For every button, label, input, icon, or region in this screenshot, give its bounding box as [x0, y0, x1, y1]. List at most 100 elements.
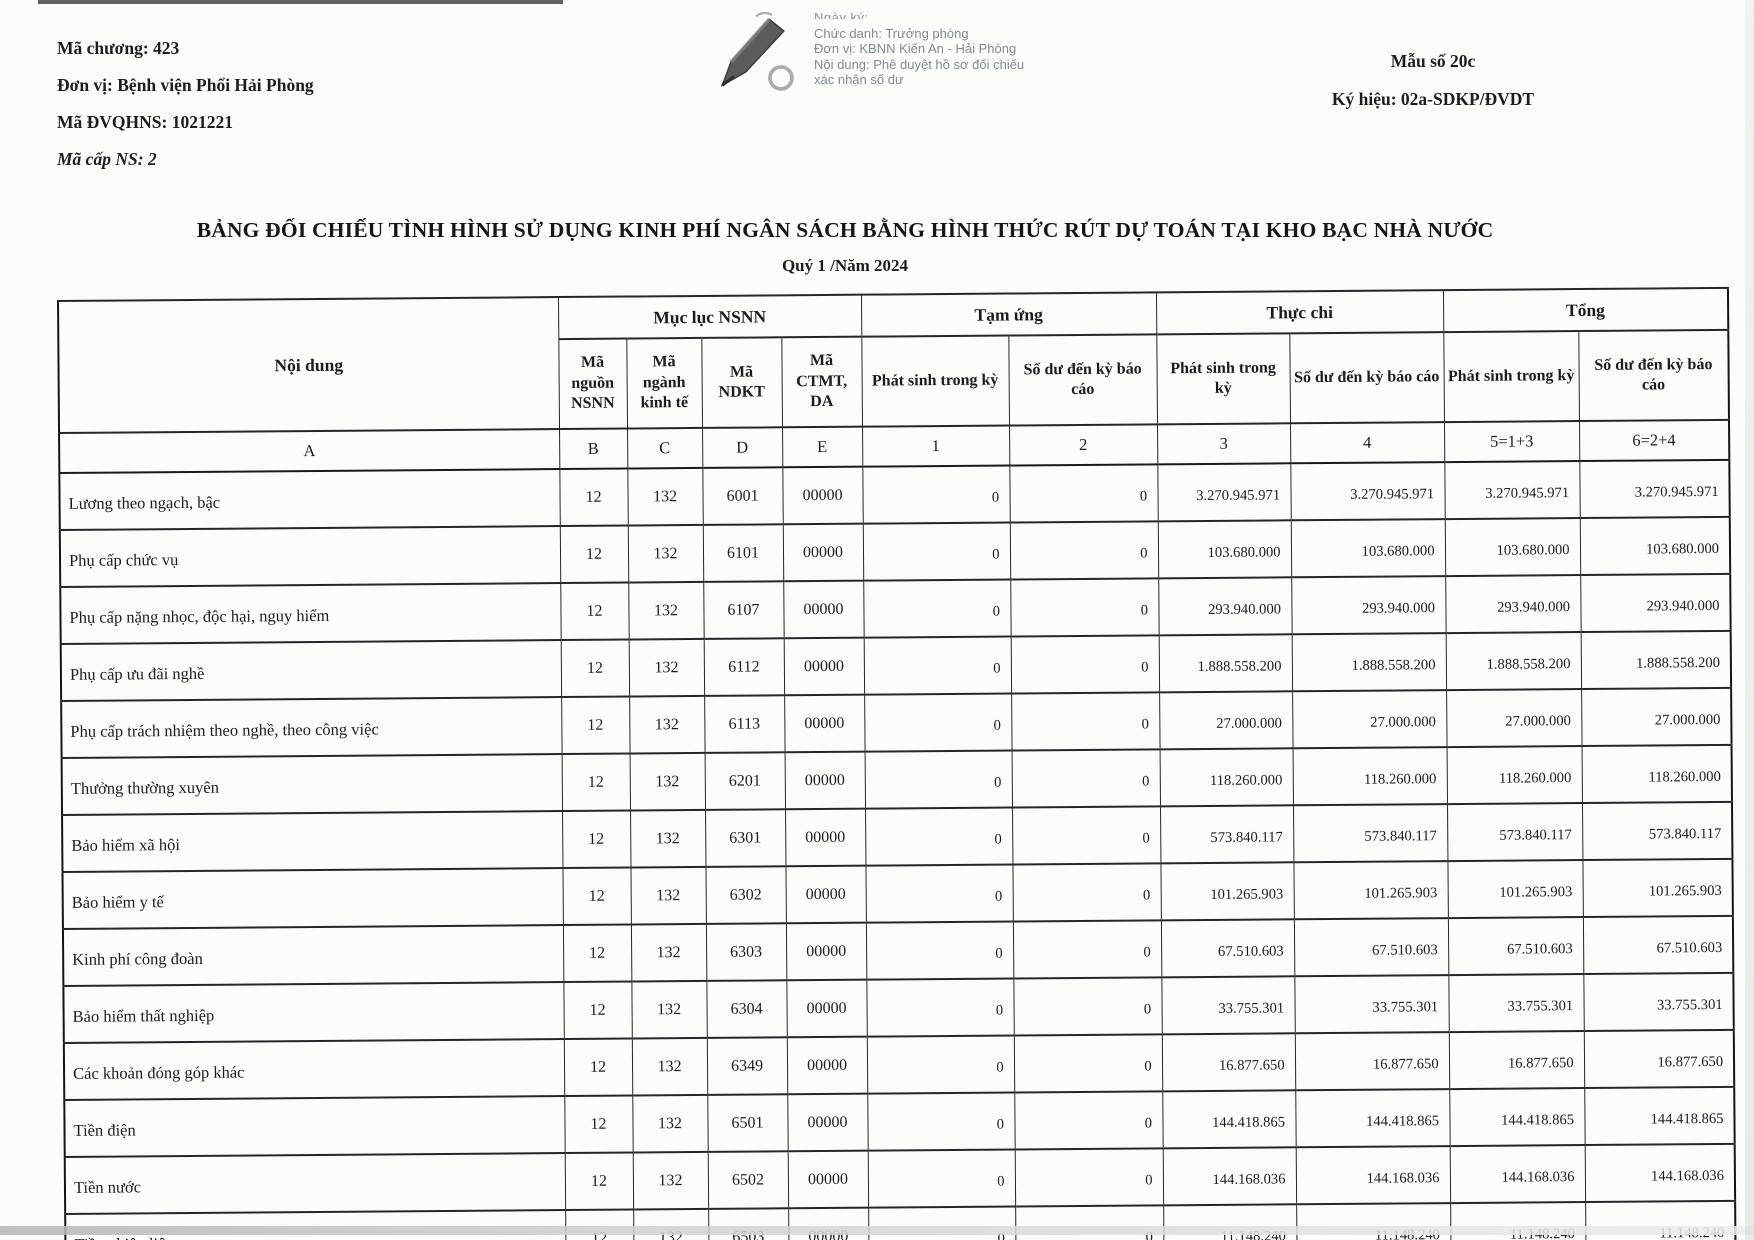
row-code-cell: 132	[632, 1151, 709, 1210]
row-amount-cell: 144.168.036	[1162, 1147, 1297, 1206]
row-amount-cell: 101.265.903	[1160, 862, 1294, 921]
row-content-cell: Phụ cấp trách nhiệm theo nghề, theo công…	[61, 697, 562, 758]
row-amount-cell: 67.510.603	[1160, 919, 1295, 978]
letter-cell: 3	[1157, 423, 1291, 465]
row-code-cell: 6107	[703, 581, 784, 639]
digital-signature-stamp: Ngày ký: .............................. …	[712, 8, 1132, 98]
row-amount-cell: 118.260.000	[1292, 747, 1448, 806]
row-amount-cell: 0	[865, 864, 1013, 923]
document-title: BẢNG ĐỐI CHIẾU TÌNH HÌNH SỬ DỤNG KINH PH…	[196, 218, 1494, 242]
row-amount-cell: 573.840.117	[1582, 801, 1733, 861]
row-code-cell: 132	[630, 923, 707, 982]
row-code-cell: 00000	[782, 466, 863, 525]
letter-cell: E	[782, 426, 863, 468]
row-amount-cell: 0	[867, 1092, 1015, 1151]
row-code-cell: 00000	[785, 922, 867, 981]
row-amount-cell: 0	[866, 1035, 1015, 1094]
row-amount-cell: 0	[1009, 464, 1158, 523]
row-amount-cell: 293.940.000	[1580, 573, 1731, 633]
row-code-cell: 132	[631, 980, 707, 1039]
row-amount-cell: 144.418.865	[1584, 1086, 1735, 1146]
row-code-cell: 12	[564, 1095, 633, 1154]
header-ma-nguon: Mã nguồn NSNN	[558, 338, 628, 430]
header-content: Nội dung	[58, 297, 560, 433]
row-code-cell: 00000	[785, 808, 866, 867]
row-amount-cell: 3.270.945.971	[1579, 459, 1730, 519]
budget-relation-code-line: Mã ĐVQHNS: 1021221	[57, 112, 233, 132]
row-code-cell: 00000	[783, 637, 865, 696]
row-amount-cell: 0	[1010, 578, 1159, 637]
row-code-cell: 12	[561, 696, 630, 755]
row-amount-cell: 103.680.000	[1157, 520, 1292, 579]
row-amount-cell: 0	[1012, 806, 1161, 865]
row-amount-cell: 0	[1012, 863, 1161, 922]
header-group-tamung: Tạm ứng	[861, 292, 1157, 337]
letter-cell: C	[627, 427, 703, 469]
letter-cell: 5=1+3	[1444, 421, 1580, 463]
row-amount-cell: 573.840.117	[1447, 803, 1583, 862]
stamp-content-line: Nội dung: Phê duyệt hồ sơ đối chiếu xác …	[814, 56, 1025, 88]
row-code-cell: 00000	[785, 865, 866, 924]
row-amount-cell: 144.418.865	[1449, 1088, 1585, 1147]
row-amount-cell: 0	[863, 579, 1011, 638]
row-content-cell: Lương theo ngạch, bậc	[59, 469, 560, 530]
row-code-cell: 6301	[705, 809, 786, 867]
row-amount-cell: 0	[864, 750, 1013, 809]
row-code-cell: 12	[560, 582, 629, 641]
row-code-cell: 00000	[783, 580, 864, 639]
row-code-cell: 132	[630, 866, 706, 925]
row-amount-cell: 67.510.603	[1447, 917, 1584, 976]
row-code-cell: 132	[630, 809, 706, 868]
row-amount-cell: 33.755.301	[1161, 976, 1295, 1035]
header-sodu-2: Số dư đến kỳ báo cáo	[1008, 334, 1158, 426]
row-code-cell: 6001	[702, 467, 783, 525]
row-content-cell: Thưởng thường xuyên	[61, 754, 563, 815]
row-code-cell: 12	[562, 924, 632, 983]
row-amount-cell: 101.265.903	[1447, 860, 1583, 919]
row-code-cell: 00000	[786, 979, 867, 1038]
row-amount-cell: 101.265.903	[1293, 861, 1448, 920]
row-amount-cell: 293.940.000	[1291, 576, 1446, 635]
chapter-code-line: Mã chương: 423	[57, 38, 180, 58]
row-amount-cell: 0	[1014, 1148, 1164, 1207]
row-amount-cell: 0	[1013, 977, 1162, 1036]
row-content-cell: Tiền nước	[64, 1153, 566, 1214]
row-amount-cell: 16.877.650	[1294, 1032, 1450, 1091]
reconciliation-table: Nội dung Mục lục NSNN Tạm ứng Thực chi T…	[57, 286, 1738, 1240]
row-amount-cell: 0	[864, 693, 1012, 752]
row-content-cell: Bảo hiểm y tế	[62, 868, 563, 929]
row-code-cell: 6349	[706, 1037, 788, 1095]
row-code-cell: 132	[629, 752, 706, 811]
row-code-cell: 00000	[786, 1036, 868, 1095]
header-phatsinh-1: Phát sinh trong kỳ	[861, 335, 1010, 427]
row-code-cell: 132	[633, 1208, 709, 1240]
document-subtitle: Quý 1 /Năm 2024	[781, 256, 909, 275]
row-amount-cell: 0	[1011, 692, 1160, 751]
row-amount-cell: 144.168.036	[1584, 1143, 1736, 1203]
row-code-cell: 6503	[708, 1208, 789, 1240]
row-content-cell: Bảo hiểm xã hội	[62, 811, 563, 872]
row-amount-cell: 33.755.301	[1294, 975, 1449, 1034]
row-amount-cell: 0	[866, 978, 1014, 1037]
row-amount-cell: 118.260.000	[1581, 744, 1733, 804]
row-code-cell: 00000	[787, 1150, 869, 1209]
row-amount-cell: 144.418.865	[1162, 1090, 1296, 1149]
row-amount-cell: 0	[1011, 749, 1161, 808]
row-code-cell: 12	[559, 468, 628, 527]
row-amount-cell: 27.000.000	[1446, 689, 1582, 748]
row-amount-cell: 0	[865, 921, 1014, 980]
row-amount-cell: 103.680.000	[1290, 519, 1446, 578]
row-code-cell: 00000	[784, 751, 866, 810]
row-code-cell: 132	[627, 467, 703, 526]
row-code-cell: 132	[632, 1094, 708, 1153]
row-amount-cell: 1.888.558.200	[1445, 632, 1582, 691]
row-code-cell: 6101	[702, 524, 784, 582]
row-amount-cell: 33.755.301	[1583, 972, 1734, 1032]
header-sodu-6: Số dư đến kỳ báo cáo	[1578, 329, 1730, 422]
header-ma-ndkt: Mã NDKT	[701, 337, 783, 428]
scan-artifact-right-edge	[1745, 0, 1754, 1240]
row-code-cell: 00000	[788, 1207, 869, 1240]
row-amount-cell: 1.888.558.200	[1158, 634, 1293, 693]
stamp-title-line: Chức danh: Trưởng phòng	[814, 25, 969, 41]
